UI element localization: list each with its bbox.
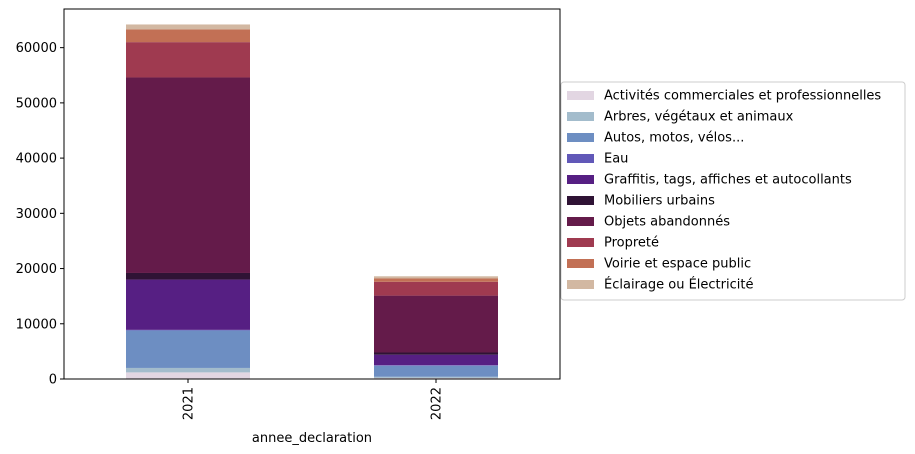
legend-swatch (567, 238, 594, 247)
y-tick-label: 60000 (16, 41, 57, 56)
legend-label: Voirie et espace public (604, 257, 751, 272)
legend-label: Autos, motos, vélos... (604, 131, 744, 146)
bar-segment-2022-2 (374, 365, 498, 377)
legend-swatch (567, 259, 594, 268)
y-tick-label: 20000 (16, 262, 57, 277)
bar-segment-2021-8 (126, 29, 250, 43)
plot-frame (63, 8, 561, 380)
bar-segment-2021-2 (126, 330, 250, 368)
legend-swatch (567, 91, 594, 100)
x-axis-label: annee_declaration (252, 431, 372, 446)
bar-segment-2022-3 (374, 365, 498, 366)
legend-swatch (567, 217, 594, 226)
bar-segment-2022-0 (374, 377, 498, 379)
x-axis: 2021 2022 (182, 379, 445, 420)
y-tick-label: 50000 (16, 96, 57, 111)
legend-label: Mobiliers urbains (604, 194, 715, 209)
legend-swatch (567, 154, 594, 163)
legend-label: Objets abandonnés (604, 215, 730, 230)
legend-swatch (567, 280, 594, 289)
legend-label: Eau (604, 152, 628, 167)
bar-segment-2022-1 (374, 376, 498, 378)
y-tick-label: 40000 (16, 152, 57, 167)
bar-segment-2022-8 (374, 278, 498, 282)
bar-segment-2022-5 (374, 352, 498, 355)
legend-swatch (567, 196, 594, 205)
legend-label: Propreté (604, 236, 659, 251)
bar-segment-2022-7 (374, 281, 498, 296)
bar-segment-2021-6 (126, 77, 250, 273)
y-tick-label: 0 (49, 373, 57, 388)
legend: Activités commerciales et professionnell… (560, 81, 906, 301)
x-tick-label: 2021 (182, 387, 197, 420)
legend-label: Éclairage ou Électricité (604, 277, 753, 293)
bar-segment-2022-9 (374, 276, 498, 279)
legend-swatch (567, 175, 594, 184)
bar-segment-2021-5 (126, 272, 250, 280)
bar-segment-2021-7 (126, 42, 250, 78)
bars-layer (126, 24, 498, 379)
y-tick-label: 10000 (16, 317, 57, 332)
legend-frame (560, 81, 906, 301)
legend-swatch (567, 133, 594, 142)
y-axis: 0 10000 20000 30000 40000 50000 60000 (16, 41, 64, 388)
bar-segment-2021-3 (126, 329, 250, 331)
y-tick-label: 30000 (16, 207, 57, 222)
legend-label: Graffitis, tags, affiches et autocollant… (604, 173, 852, 188)
bar-segment-2022-4 (374, 354, 498, 366)
bar-segment-2022-6 (374, 295, 498, 353)
legend-label: Activités commerciales et professionnell… (604, 89, 881, 104)
legend-label: Arbres, végétaux et animaux (604, 110, 794, 125)
bar-segment-2021-9 (126, 24, 250, 30)
legend-swatch (567, 112, 594, 121)
bar-segment-2021-4 (126, 279, 250, 330)
x-tick-label: 2022 (430, 387, 445, 420)
bar-segment-2021-1 (126, 367, 250, 373)
bar-segment-2021-0 (126, 372, 250, 379)
